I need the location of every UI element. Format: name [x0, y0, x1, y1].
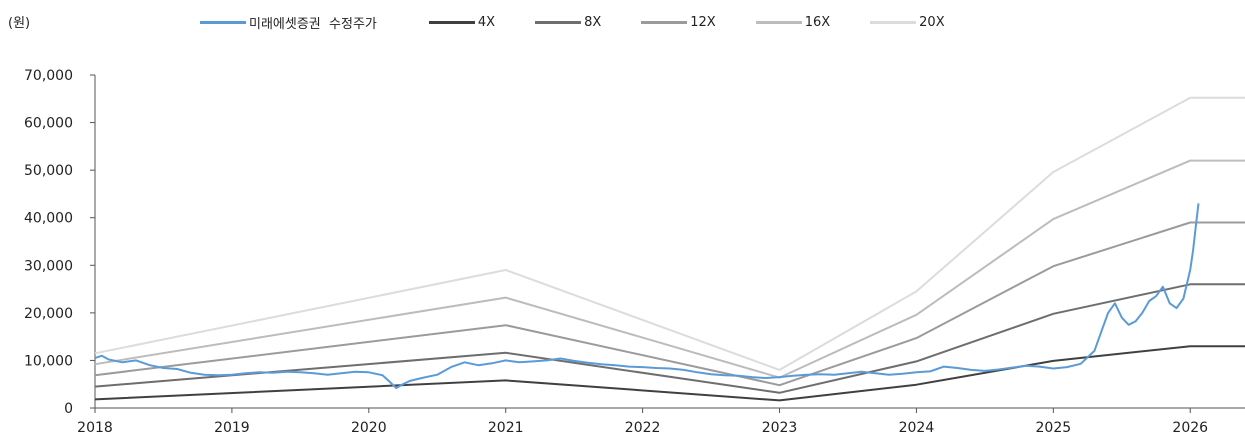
y-tick-label: 70,000: [24, 68, 73, 84]
legend: 미래에셋증권 수정주가 4X 8X 12X 16X 20X: [200, 13, 985, 32]
x-tick-label: 2019: [214, 420, 250, 436]
series-line-8x: [94, 283, 1245, 394]
y-tick-label: 0: [64, 401, 73, 417]
legend-item: 16X: [755, 15, 831, 30]
series-line-12x: [94, 221, 1245, 387]
series-line-16x: [94, 159, 1245, 379]
x-tick-label: 2018: [77, 420, 113, 436]
y-tick-label: 50,000: [24, 163, 73, 179]
y-tick-label: 40,000: [24, 211, 73, 227]
x-tick-label: 2022: [625, 420, 661, 436]
x-tick-label: 2023: [762, 420, 798, 436]
legend-swatch: [870, 21, 917, 24]
y-tick-label: 20,000: [24, 306, 73, 322]
y-tick-label: 30,000: [24, 258, 73, 274]
legend-swatch: [428, 21, 475, 24]
series-line-price: [94, 203, 1200, 389]
x-tick-label: 2026: [1172, 420, 1208, 436]
legend-label: 미래에셋증권 수정주가: [249, 17, 377, 32]
legend-item: 4X: [428, 15, 496, 30]
series-line-20x: [94, 96, 1245, 371]
legend-label: 20X: [919, 15, 945, 30]
y-unit-label: (원): [8, 16, 31, 31]
x-tick-label: 2021: [488, 420, 524, 436]
legend-swatch: [641, 21, 688, 24]
legend-label: 16X: [804, 15, 831, 30]
legend-label: 12X: [690, 15, 716, 30]
legend-label: 4X: [477, 15, 496, 30]
legend-item: 20X: [870, 15, 945, 30]
legend-label: 8X: [584, 15, 602, 30]
series-line-4x: [94, 345, 1245, 402]
x-tick-label: 2025: [1036, 420, 1072, 436]
y-tick-label: 60,000: [24, 116, 73, 132]
legend-item: 8X: [535, 15, 601, 30]
legend-swatch: [755, 21, 802, 24]
y-tick-label: 10,000: [24, 353, 73, 369]
legend-swatch: [535, 21, 582, 24]
x-tick-label: 2020: [351, 420, 387, 436]
legend-swatch: [200, 21, 246, 24]
x-tick-label: 2024: [899, 420, 935, 436]
legend-item: 12X: [641, 15, 716, 30]
legend-item: 미래에셋증권 수정주가: [200, 13, 377, 32]
